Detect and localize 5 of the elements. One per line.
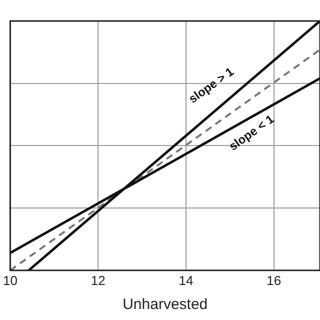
x-axis-title: Unharvested <box>122 296 208 314</box>
x-tick-label: 10 <box>2 272 18 288</box>
x-tick-label: 12 <box>90 272 106 288</box>
x-tick-label: 16 <box>266 272 282 288</box>
x-tick-label: 14 <box>178 272 194 288</box>
